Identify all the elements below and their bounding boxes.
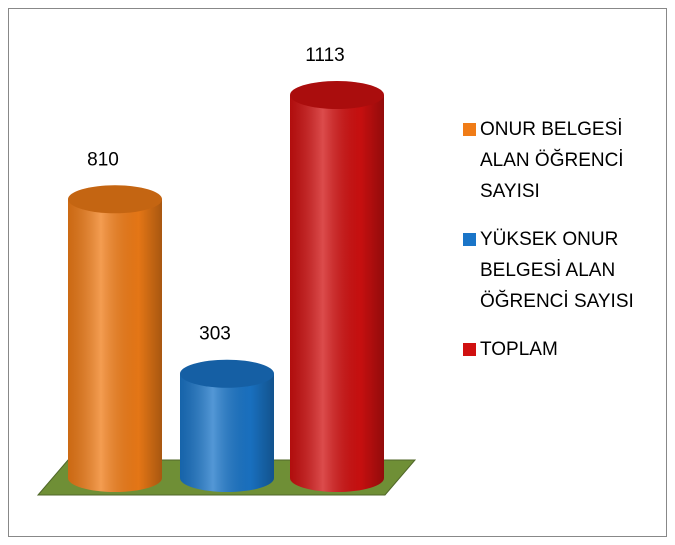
cylinder [68, 185, 162, 492]
legend-label: ONUR BELGESİ ALAN ÖĞRENCİ SAYISI [480, 119, 624, 202]
legend-swatch [463, 123, 476, 136]
legend-entry: YÜKSEK ONUR BELGESİ ALAN ÖĞRENCİ SAYISI [463, 224, 668, 317]
data-label: 303 [199, 324, 231, 345]
legend: ONUR BELGESİ ALAN ÖĞRENCİ SAYISI YÜKSEK O… [463, 114, 668, 382]
legend-swatch [463, 343, 476, 356]
cylinder-shade [180, 373, 274, 492]
legend-label: YÜKSEK ONUR BELGESİ ALAN ÖĞRENCİ SAYISI [480, 229, 634, 312]
data-label: 810 [87, 149, 119, 170]
legend-swatch [463, 233, 476, 246]
cylinder [180, 359, 274, 492]
cylinder-shade [290, 95, 384, 492]
legend-entry: TOPLAM [463, 334, 668, 365]
cylinder-top [290, 81, 384, 109]
cylinder-shade [68, 199, 162, 492]
cylinder-top-shade [180, 359, 274, 388]
cylinder-top-shade [68, 185, 162, 214]
cylinder-top-shade [290, 81, 384, 109]
legend-label: TOPLAM [480, 339, 558, 360]
data-label: 1113 [305, 45, 344, 66]
cylinder [290, 81, 384, 492]
cylinder-top [68, 185, 162, 214]
legend-entry: ONUR BELGESİ ALAN ÖĞRENCİ SAYISI [463, 114, 668, 207]
cylinder-top [180, 359, 274, 388]
